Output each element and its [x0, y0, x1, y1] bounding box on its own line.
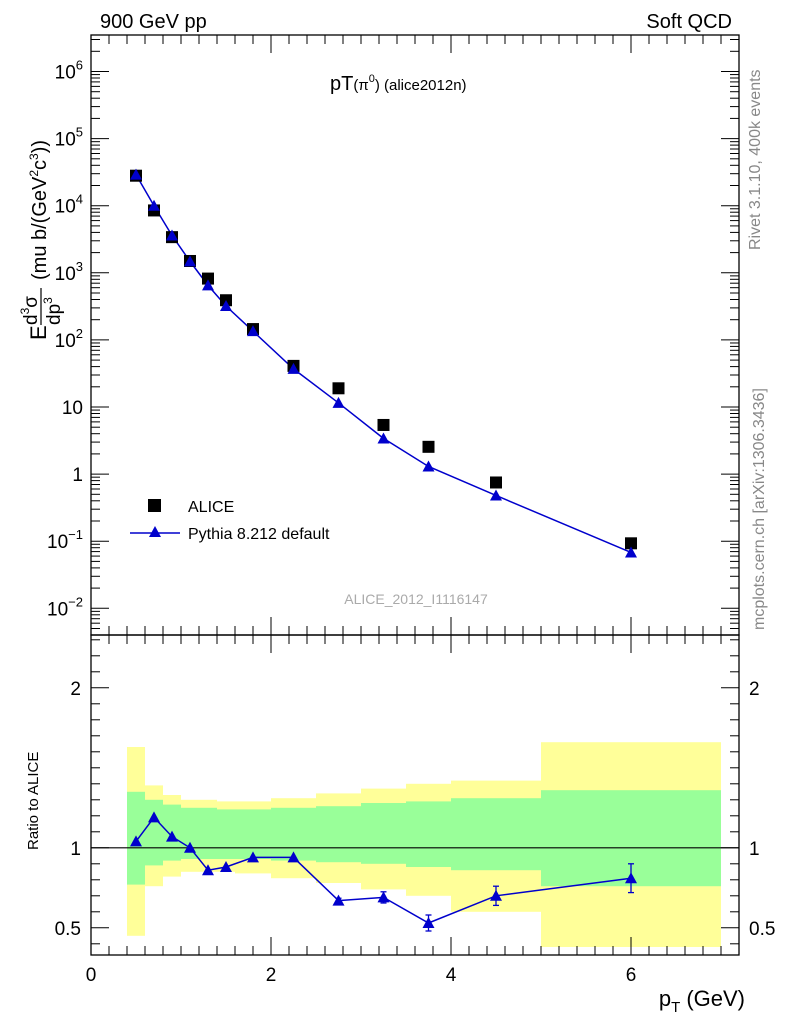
main-ytick-label-2: 104	[55, 192, 83, 218]
main-ytick-label-4: 102	[55, 326, 83, 352]
ratio-point-9	[377, 891, 390, 903]
pythia-point-7	[287, 362, 300, 374]
rivet-label: Rivet 3.1.10, 400k events	[747, 69, 764, 250]
ratio-band-green-8	[316, 806, 361, 863]
main-ytick-label-8: 10−2	[47, 594, 83, 620]
ylabel-E: E	[26, 325, 51, 340]
main-ytick-label-3: 103	[55, 259, 83, 285]
x-axis-label: pT (GeV)	[659, 986, 745, 1016]
ratio-point-4	[202, 864, 214, 876]
ratio-band-green-10	[406, 801, 451, 867]
pythia-point-8	[332, 396, 345, 408]
svg-text:dp3: dp3	[41, 297, 65, 325]
main-ytick-label-1: 105	[55, 125, 83, 151]
pythia-point-5	[220, 300, 232, 312]
legend-pythia-marker	[149, 526, 161, 537]
ratio-point-3	[184, 841, 196, 853]
ratio-band-green-3	[181, 807, 199, 859]
xlabel-sub: T	[671, 999, 680, 1016]
title-tail: ) (alice2012n)	[375, 77, 467, 94]
ylabel-d: d	[21, 314, 42, 325]
title-main: pT	[330, 73, 353, 95]
main-ytick-label-6: 1	[72, 465, 83, 486]
ylabel-unit-sup3: 3	[27, 153, 41, 160]
ratio-band-green-1	[145, 799, 163, 866]
plot-title: pT(π0) (alice2012n)	[330, 73, 467, 95]
ratio-ytick-label-right-1: 1	[749, 839, 760, 860]
ylabel-unit-c: c	[29, 160, 51, 170]
xlabel-main: p	[659, 986, 671, 1011]
alice-point-9	[377, 418, 390, 431]
ratio-point-11	[490, 889, 502, 901]
ratio-band-green-4	[199, 807, 217, 859]
alice-point-4	[202, 272, 214, 285]
title-sup: 0	[369, 73, 375, 85]
ratio-point-2	[166, 830, 178, 842]
xtick-label-3: 6	[626, 965, 637, 986]
analysis-watermark: ALICE_2012_I1116147	[344, 591, 488, 607]
ratio-point-1	[148, 811, 160, 823]
ylabel-dp-sup: 3	[41, 297, 55, 304]
pythia-point-6	[247, 325, 259, 337]
ylabel-unit-close: ))	[29, 140, 51, 153]
ratio-ytick-label-left-2: 2	[70, 679, 81, 700]
pythia-point-4	[202, 279, 214, 291]
ratio-ytick-label-left-1: 1	[70, 839, 81, 860]
ylabel-sigma: σ	[21, 296, 42, 308]
ylabel-unit-sup2: 2	[27, 170, 41, 177]
ratio-band-green-5	[217, 809, 235, 859]
main-y-label: E d3σ dp3 (mu b/(GeV2c3))	[18, 140, 65, 340]
xtick-label-2: 4	[446, 965, 457, 986]
ratio-band-green-11	[451, 798, 541, 871]
pythia-point-12	[625, 546, 637, 558]
pythia-point-2	[166, 229, 178, 241]
ylabel-sup3: 3	[18, 307, 32, 314]
ratio-band-green-9	[361, 803, 406, 864]
pythia-point-9	[377, 432, 390, 444]
ylabel-dp: dp	[44, 304, 65, 325]
xtick-label-1: 2	[266, 965, 277, 986]
main-ytick-label-0: 106	[55, 58, 83, 84]
ratio-ytick-label-left-0: 0.5	[55, 919, 81, 940]
pythia-point-11	[490, 489, 502, 501]
ratio-point-7	[287, 851, 300, 863]
ratio-point-12	[625, 872, 637, 884]
alice-point-12	[625, 537, 637, 550]
ratio-ytick-label-right-2: 2	[749, 679, 760, 700]
xlabel-unit: (GeV)	[686, 986, 745, 1011]
title-particle: (π	[353, 77, 368, 94]
ratio-point-0	[130, 835, 142, 847]
pythia-point-0	[130, 168, 142, 180]
ratio-y-label: Ratio to ALICE	[25, 752, 42, 850]
ratio-band-green-6	[235, 809, 271, 859]
svg-text:d3σ: d3σ	[18, 296, 42, 325]
xtick-label-0: 0	[86, 965, 97, 986]
svg-text:(mu b/(GeV2c3)): (mu b/(GeV2c3))	[27, 140, 51, 280]
ratio-point-10	[422, 917, 435, 928]
main-ytick-label-5: 10	[62, 398, 83, 419]
header-right: Soft QCD	[646, 11, 732, 33]
alice-point-8	[332, 382, 345, 395]
ratio-point-8	[332, 894, 345, 906]
main-ytick-label-7: 10−1	[47, 527, 83, 553]
legend-alice-label: ALICE	[188, 499, 234, 516]
pythia-point-1	[148, 199, 160, 211]
pythia-point-10	[422, 460, 435, 472]
ylabel-unit-open: (mu b/(GeV	[29, 176, 51, 280]
legend-alice-marker	[148, 499, 161, 512]
ratio-point-6	[247, 851, 259, 863]
pythia-point-3	[184, 255, 196, 267]
main-panel-frame	[90, 34, 740, 636]
alice-point-11	[490, 476, 502, 489]
ratio-ytick-label-right-0: 0.5	[749, 919, 775, 940]
header-left: 900 GeV pp	[100, 11, 207, 33]
mcplots-label: mcplots.cern.ch [arXiv:1306.3436]	[751, 388, 768, 630]
legend: ALICE Pythia 8.212 default	[130, 499, 330, 543]
ratio-point-5	[220, 861, 232, 872]
alice-point-10	[422, 440, 435, 453]
legend-pythia-label: Pythia 8.212 default	[188, 526, 330, 543]
svg-text:E: E	[26, 325, 51, 340]
pythia-line	[135, 174, 632, 554]
